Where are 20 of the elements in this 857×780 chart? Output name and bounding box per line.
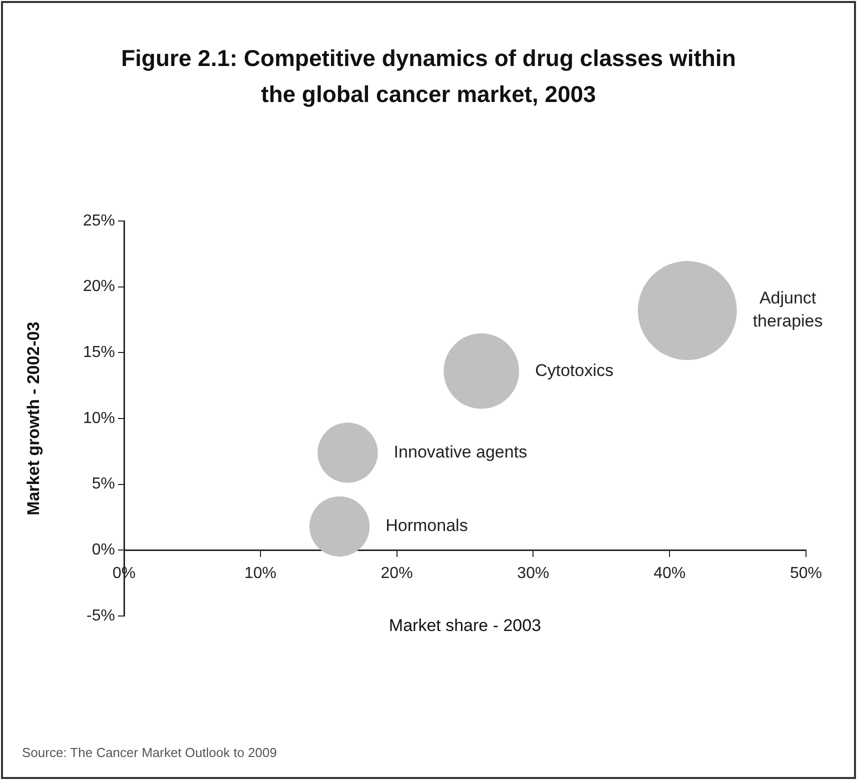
y-tick-label: 10%	[82, 410, 115, 427]
x-tick-label: 10%	[244, 565, 276, 582]
series-label: Innovative agents	[394, 442, 528, 462]
y-tick-label: 25%	[82, 212, 115, 230]
x-tick-label: 40%	[654, 565, 686, 582]
y-tick-label: 15%	[82, 344, 115, 362]
x-tick-label: 30%	[517, 565, 550, 582]
x-tick-label: 20%	[380, 565, 413, 582]
chart-title: Figure 2.1: Competitive dynamics of drug classes within the global cancer market, 2003	[120, 44, 737, 109]
source-note: Source: The Cancer Market Outlook to 2009	[22, 745, 277, 760]
series-label: Hormonals	[386, 516, 468, 536]
x-tick-label: 50%	[790, 565, 822, 582]
y-axis-title: Market growth - 2002-03	[24, 322, 43, 516]
x-axis-title: Market share - 2003	[388, 616, 542, 636]
y-tick-label: -5%	[86, 607, 115, 624]
y-tick-label: 20%	[82, 278, 115, 296]
series-label: Cytotoxics	[535, 360, 614, 380]
series-label: Adjunct therapies	[752, 288, 823, 331]
y-tick-label: 5%	[92, 476, 115, 493]
y-tick-label: 0%	[92, 542, 115, 559]
